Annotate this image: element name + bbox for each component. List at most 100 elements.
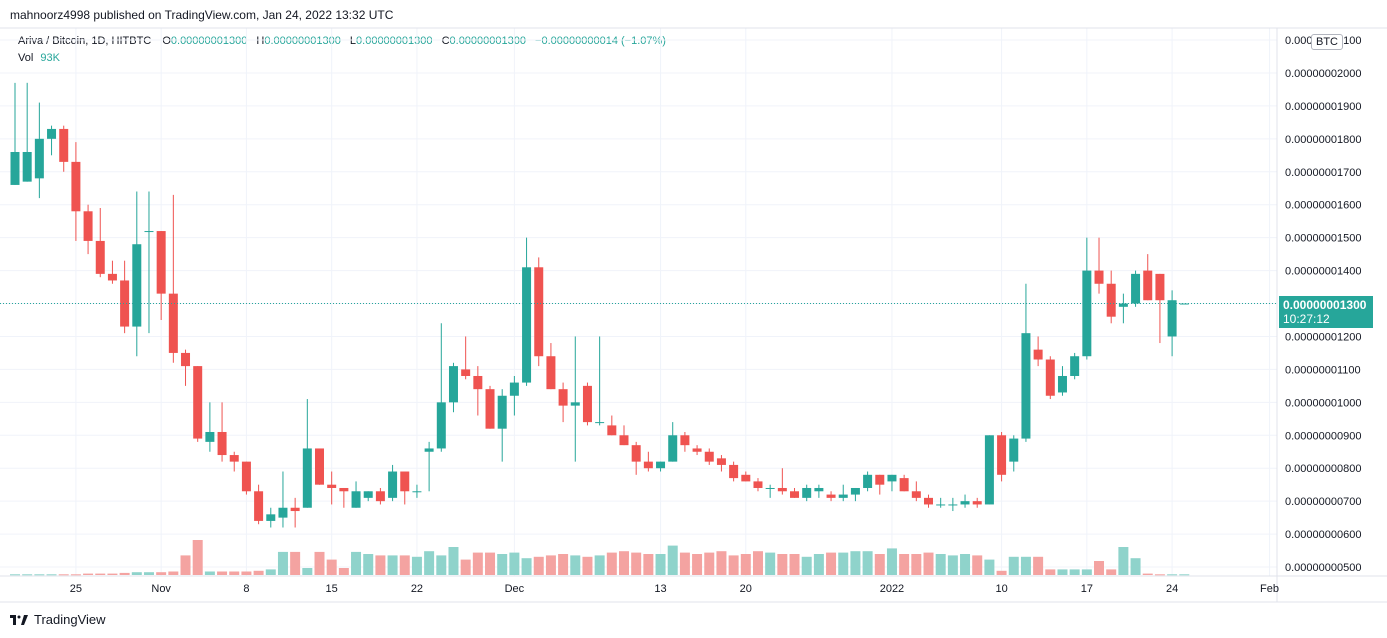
candle-body (1155, 273, 1165, 301)
x-tick-label: 20 (740, 583, 752, 595)
currency-badge[interactable]: BTC (1311, 34, 1343, 50)
low-label: L (349, 35, 357, 47)
symbol-legend: Ariva / Bitcoin, 1D, HITBTC O0.000000013… (18, 35, 666, 47)
y-tick-label: 0.00000001000 (1285, 397, 1361, 409)
y-tick-label: 0.00000001900 (1285, 101, 1361, 113)
volume-bar (351, 551, 362, 575)
volume-bar (765, 552, 776, 575)
volume-bar (1179, 574, 1190, 576)
volume-bar (923, 552, 934, 575)
volume-bar (1008, 556, 1019, 575)
candle-body (1143, 270, 1153, 301)
y-tick-label: 0.00000000600 (1285, 529, 1361, 541)
candle-body (339, 487, 349, 492)
candle-body (22, 151, 32, 182)
candle-body (582, 385, 592, 423)
candle-body (790, 491, 800, 498)
candle-body (229, 455, 239, 462)
candle-body (1106, 283, 1116, 317)
volume-bar (168, 571, 179, 575)
volume-bar (728, 555, 739, 575)
volume-bar (204, 571, 215, 575)
candle-body (534, 267, 544, 357)
candle-body (351, 491, 361, 508)
candle-body (83, 211, 93, 241)
volume-label: Vol (18, 52, 34, 64)
volume-bar (363, 554, 374, 575)
candle-body (278, 507, 288, 518)
volume-bar (277, 551, 288, 575)
candle-body (181, 352, 191, 367)
candle-body (388, 471, 398, 498)
x-tick-label: 24 (1166, 583, 1178, 595)
candle-body (461, 369, 471, 376)
volume-bar (570, 555, 581, 575)
volume-bar (375, 555, 386, 575)
candle-body (144, 231, 154, 233)
volume-bar (886, 548, 897, 575)
volume-bar (801, 556, 812, 575)
candle-body (680, 435, 690, 446)
volume-bar (34, 574, 45, 576)
volume-bar (22, 574, 33, 576)
volume-bar (789, 554, 800, 575)
y-tick-label: 0.00000001600 (1285, 200, 1361, 212)
volume-bar (1167, 574, 1178, 576)
x-tick-label: Feb (1260, 583, 1279, 595)
candle-body (47, 128, 57, 139)
volume-bar (143, 572, 154, 575)
volume-bar (302, 568, 313, 575)
candle-body (619, 435, 629, 446)
candle-body (254, 491, 264, 521)
y-tick-label: 0.00000000700 (1285, 496, 1361, 508)
candle-body (802, 487, 812, 498)
candle-body (290, 507, 300, 512)
candle-body (704, 451, 714, 462)
volume-bar (1069, 569, 1080, 575)
candle-body (960, 501, 970, 505)
candle-body (875, 474, 885, 485)
candle-body (972, 501, 982, 505)
volume-bar (740, 554, 751, 575)
volume-bar (509, 552, 520, 575)
volume-bar (1057, 569, 1068, 575)
footer-brand: TradingView (10, 612, 106, 627)
candle-body (327, 484, 337, 488)
candle-body (729, 464, 739, 479)
volume-bar (229, 571, 240, 575)
volume-bar (1130, 558, 1141, 575)
candle-body (765, 487, 775, 489)
x-tick-label: 8 (243, 583, 249, 595)
candle-body (826, 494, 836, 498)
volume-bar (850, 551, 861, 575)
x-tick-label: 25 (70, 583, 82, 595)
x-tick-label: Nov (151, 583, 171, 595)
candle-body (205, 431, 215, 442)
candle-body (741, 474, 751, 482)
volume-legend: Vol 93K (18, 52, 60, 64)
candle-body (716, 458, 726, 465)
volume-bar (558, 554, 569, 575)
candle-body (497, 395, 507, 429)
candle-body (899, 478, 909, 492)
candle-body (59, 128, 69, 162)
y-tick-label: 0.00000000900 (1285, 430, 1361, 442)
y-tick-label: 0.00000001100 (1285, 364, 1361, 376)
candle-body (863, 474, 873, 488)
candle-body (10, 151, 20, 185)
y-tick-label: 0.00000001500 (1285, 233, 1361, 245)
volume-bar (387, 555, 398, 575)
volume-bar (1154, 574, 1165, 576)
volume-bar (533, 556, 544, 575)
volume-bar (935, 554, 946, 575)
candle-body (156, 231, 166, 294)
candle-body (168, 293, 178, 353)
close-label: C (441, 35, 450, 47)
volume-bar (253, 570, 264, 575)
volume-bar (497, 554, 508, 575)
volume-bar (716, 551, 727, 575)
volume-bar (399, 555, 410, 575)
candle-body (375, 491, 385, 502)
volume-bar (1106, 569, 1117, 575)
